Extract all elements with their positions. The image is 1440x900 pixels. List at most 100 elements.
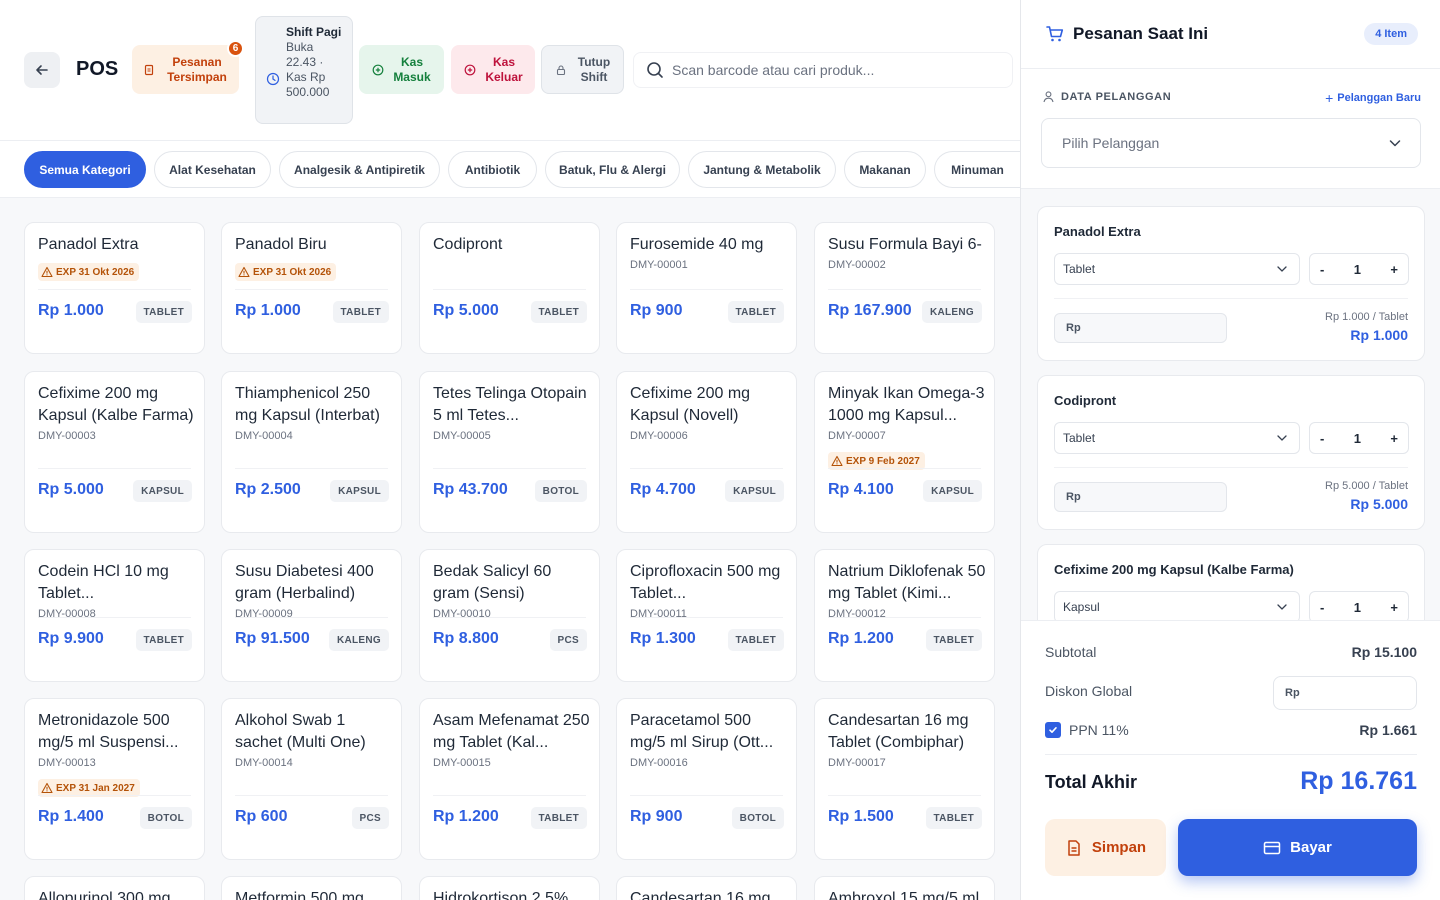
decrease-button[interactable]: - [1320, 261, 1325, 277]
close-shift-button[interactable]: Tutup Shift [541, 45, 624, 94]
product-price: Rp 1.200 [433, 808, 499, 825]
product-card[interactable]: Codein HCl 10 mg Tablet... DMY-00008 Rp 9.… [24, 549, 205, 682]
product-name: Codein HCl 10 mg Tablet... [38, 563, 169, 602]
back-button[interactable] [24, 52, 60, 88]
product-card[interactable]: Alkohol Swab 1 sachet (Multi One) DMY-000… [221, 698, 402, 860]
category-chip[interactable]: Batuk, Flu & Alergi [545, 151, 680, 188]
product-card[interactable]: Cefixime 200 mg Kapsul (Kalbe Farma) DMY-… [24, 371, 205, 533]
category-chip-all[interactable]: Semua Kategori [24, 151, 146, 188]
product-sku: DMY-00007 [828, 430, 886, 442]
category-chip[interactable]: Minuman [934, 151, 1020, 188]
quantity-value[interactable]: 1 [1353, 261, 1361, 277]
expiry-text: EXP 31 Okt 2026 [56, 266, 135, 278]
product-sku: DMY-00005 [433, 430, 491, 442]
order-items: Panadol Extra Tablet - 1 + Rp Rp 1.000 /… [1021, 189, 1440, 620]
new-customer-link[interactable]: + Pelanggan Baru [1325, 90, 1421, 106]
product-sku: DMY-00010 [433, 608, 491, 620]
unit-badge: PCS [549, 629, 587, 651]
divider [433, 617, 586, 618]
unit-badge: KAPSUL [725, 480, 784, 502]
plus-icon: + [1325, 90, 1334, 106]
product-card[interactable]: Ciprofloxacin 500 mg Tablet... DMY-00011 R… [616, 549, 797, 682]
category-chip[interactable]: Makanan [844, 151, 926, 188]
unit-badge: KAPSUL [133, 480, 192, 502]
product-name: Minyak Ikan Omega-3 1000 mg Kapsul... [828, 385, 985, 424]
pay-label: Bayar [1290, 839, 1332, 856]
category-chip[interactable]: Analgesik & Antipiretik [279, 151, 440, 188]
cash-out-button[interactable]: Kas Keluar [451, 45, 535, 94]
product-price: Rp 43.700 [433, 481, 508, 498]
decrease-button[interactable]: - [1320, 430, 1325, 446]
product-card[interactable]: Ambroxol 15 mg/5 ml [814, 876, 995, 900]
product-card[interactable]: Metronidazole 500 mg/5 ml Suspensi... DMY… [24, 698, 205, 860]
unit-select[interactable]: Tablet [1054, 422, 1300, 454]
product-name: Natrium Diklofenak 50 mg Tablet (Kimi... [828, 563, 986, 602]
search-icon [647, 62, 663, 78]
category-chip[interactable]: Antibiotik [448, 151, 537, 188]
product-name: Paracetamol 500 mg/5 ml Sirup (Ott... [630, 712, 774, 751]
global-discount-input[interactable]: Rp [1273, 676, 1417, 710]
product-card[interactable]: Panadol Extra EXP 31 Okt 2026 Rp 1.000 TABL… [24, 222, 205, 354]
product-card[interactable]: Candesartan 16 mg [616, 876, 797, 900]
product-sku: DMY-00003 [38, 430, 96, 442]
saved-orders-button[interactable]: Pesanan Tersimpan [132, 45, 239, 94]
total-label: Total Akhir [1045, 772, 1138, 792]
product-card[interactable]: Cefixime 200 mg Kapsul (Novell) DMY-00006… [616, 371, 797, 533]
increase-button[interactable]: + [1390, 599, 1398, 615]
decrease-button[interactable]: - [1320, 599, 1325, 615]
product-card[interactable]: Thiamphenicol 250 mg Kapsul (Interbat) DM… [221, 371, 402, 533]
product-name: Alkohol Swab 1 sachet (Multi One) [235, 712, 366, 751]
page-title: POS [76, 58, 119, 80]
unit-select[interactable]: Tablet [1054, 253, 1300, 285]
category-chip[interactable]: Jantung & Metabolik [688, 151, 836, 188]
customer-section: DATA PELANGGAN + Pelanggan Baru Pilih Pe… [1021, 69, 1440, 189]
cash-in-button[interactable]: Kas Masuk [359, 45, 444, 94]
pay-button[interactable]: Bayar [1178, 819, 1417, 876]
product-card[interactable]: Hidrokortison 2,5% [419, 876, 600, 900]
unit-badge: TABLET [530, 301, 587, 323]
search-input[interactable] [672, 62, 992, 78]
product-card[interactable]: Bedak Salicyl 60 gram (Sensi) DMY-00010 Rp… [419, 549, 600, 682]
item-discount-input[interactable]: Rp [1054, 482, 1227, 512]
product-price: Rp 600 [235, 808, 288, 825]
quantity-value[interactable]: 1 [1353, 599, 1361, 615]
product-card[interactable]: Panadol Biru EXP 31 Okt 2026 Rp 1.000 TABLE… [221, 222, 402, 354]
product-card[interactable]: Asam Mefenamat 250 mg Tablet (Kal... DMY-… [419, 698, 600, 860]
product-card[interactable]: Natrium Diklofenak 50 mg Tablet (Kimi...… [814, 549, 995, 682]
product-card[interactable]: Minyak Ikan Omega-3 1000 mg Kapsul... DMY… [814, 371, 995, 533]
item-discount-input[interactable]: Rp [1054, 313, 1227, 343]
lock-icon [554, 63, 568, 77]
customer-select[interactable]: Pilih Pelanggan [1041, 118, 1421, 168]
divider [630, 289, 783, 290]
product-card[interactable]: Metformin 500 mg [221, 876, 402, 900]
warning-icon [238, 266, 250, 278]
divider [1054, 467, 1408, 468]
product-price: Rp 900 [630, 808, 683, 825]
product-card[interactable]: Allopurinol 300 mg [24, 876, 205, 900]
product-card[interactable]: Susu Formula Bayi 6-12 bulan (Ansell) DMY… [814, 222, 995, 354]
save-order-button[interactable]: Simpan [1045, 819, 1166, 876]
ppn-toggle[interactable]: PPN 11% [1045, 722, 1129, 738]
product-price: Rp 9.900 [38, 630, 104, 647]
product-card[interactable]: Paracetamol 500 mg/5 ml Sirup (Ott... DMY… [616, 698, 797, 860]
item-count-badge: 4 Item [1364, 23, 1418, 45]
checkbox-checked-icon[interactable] [1045, 722, 1061, 738]
expiry-text: EXP 31 Okt 2026 [253, 266, 332, 278]
quantity-stepper: - 1 + [1309, 422, 1409, 454]
increase-button[interactable]: + [1390, 430, 1398, 446]
product-card[interactable]: Tetes Telinga Otopain 5 ml Tetes... DMY-0… [419, 371, 600, 533]
increase-button[interactable]: + [1390, 261, 1398, 277]
unit-select[interactable]: Kapsul [1054, 591, 1300, 620]
product-price: Rp 1.300 [630, 630, 696, 647]
shift-info[interactable]: Shift Pagi Buka 22.43 · Kas Rp 500.000 [255, 16, 353, 124]
product-price: Rp 167.900 [828, 302, 912, 319]
product-card[interactable]: Codipront Rp 5.000 TABLET [419, 222, 600, 354]
quantity-value[interactable]: 1 [1353, 430, 1361, 446]
category-chip[interactable]: Alat Kesehatan [154, 151, 271, 188]
product-card[interactable]: Susu Diabetesi 400 gram (Herbalind) DMY-0… [221, 549, 402, 682]
product-sku: DMY-00011 [630, 608, 687, 620]
product-card[interactable]: Candesartan 16 mg Tablet (Combiphar) DMY-… [814, 698, 995, 860]
product-search[interactable] [633, 52, 1013, 88]
product-card[interactable]: Furosemide 40 mg Tablet (Dexa Medica) DMY… [616, 222, 797, 354]
item-subtotal: Rp 5.000 [1350, 496, 1408, 512]
